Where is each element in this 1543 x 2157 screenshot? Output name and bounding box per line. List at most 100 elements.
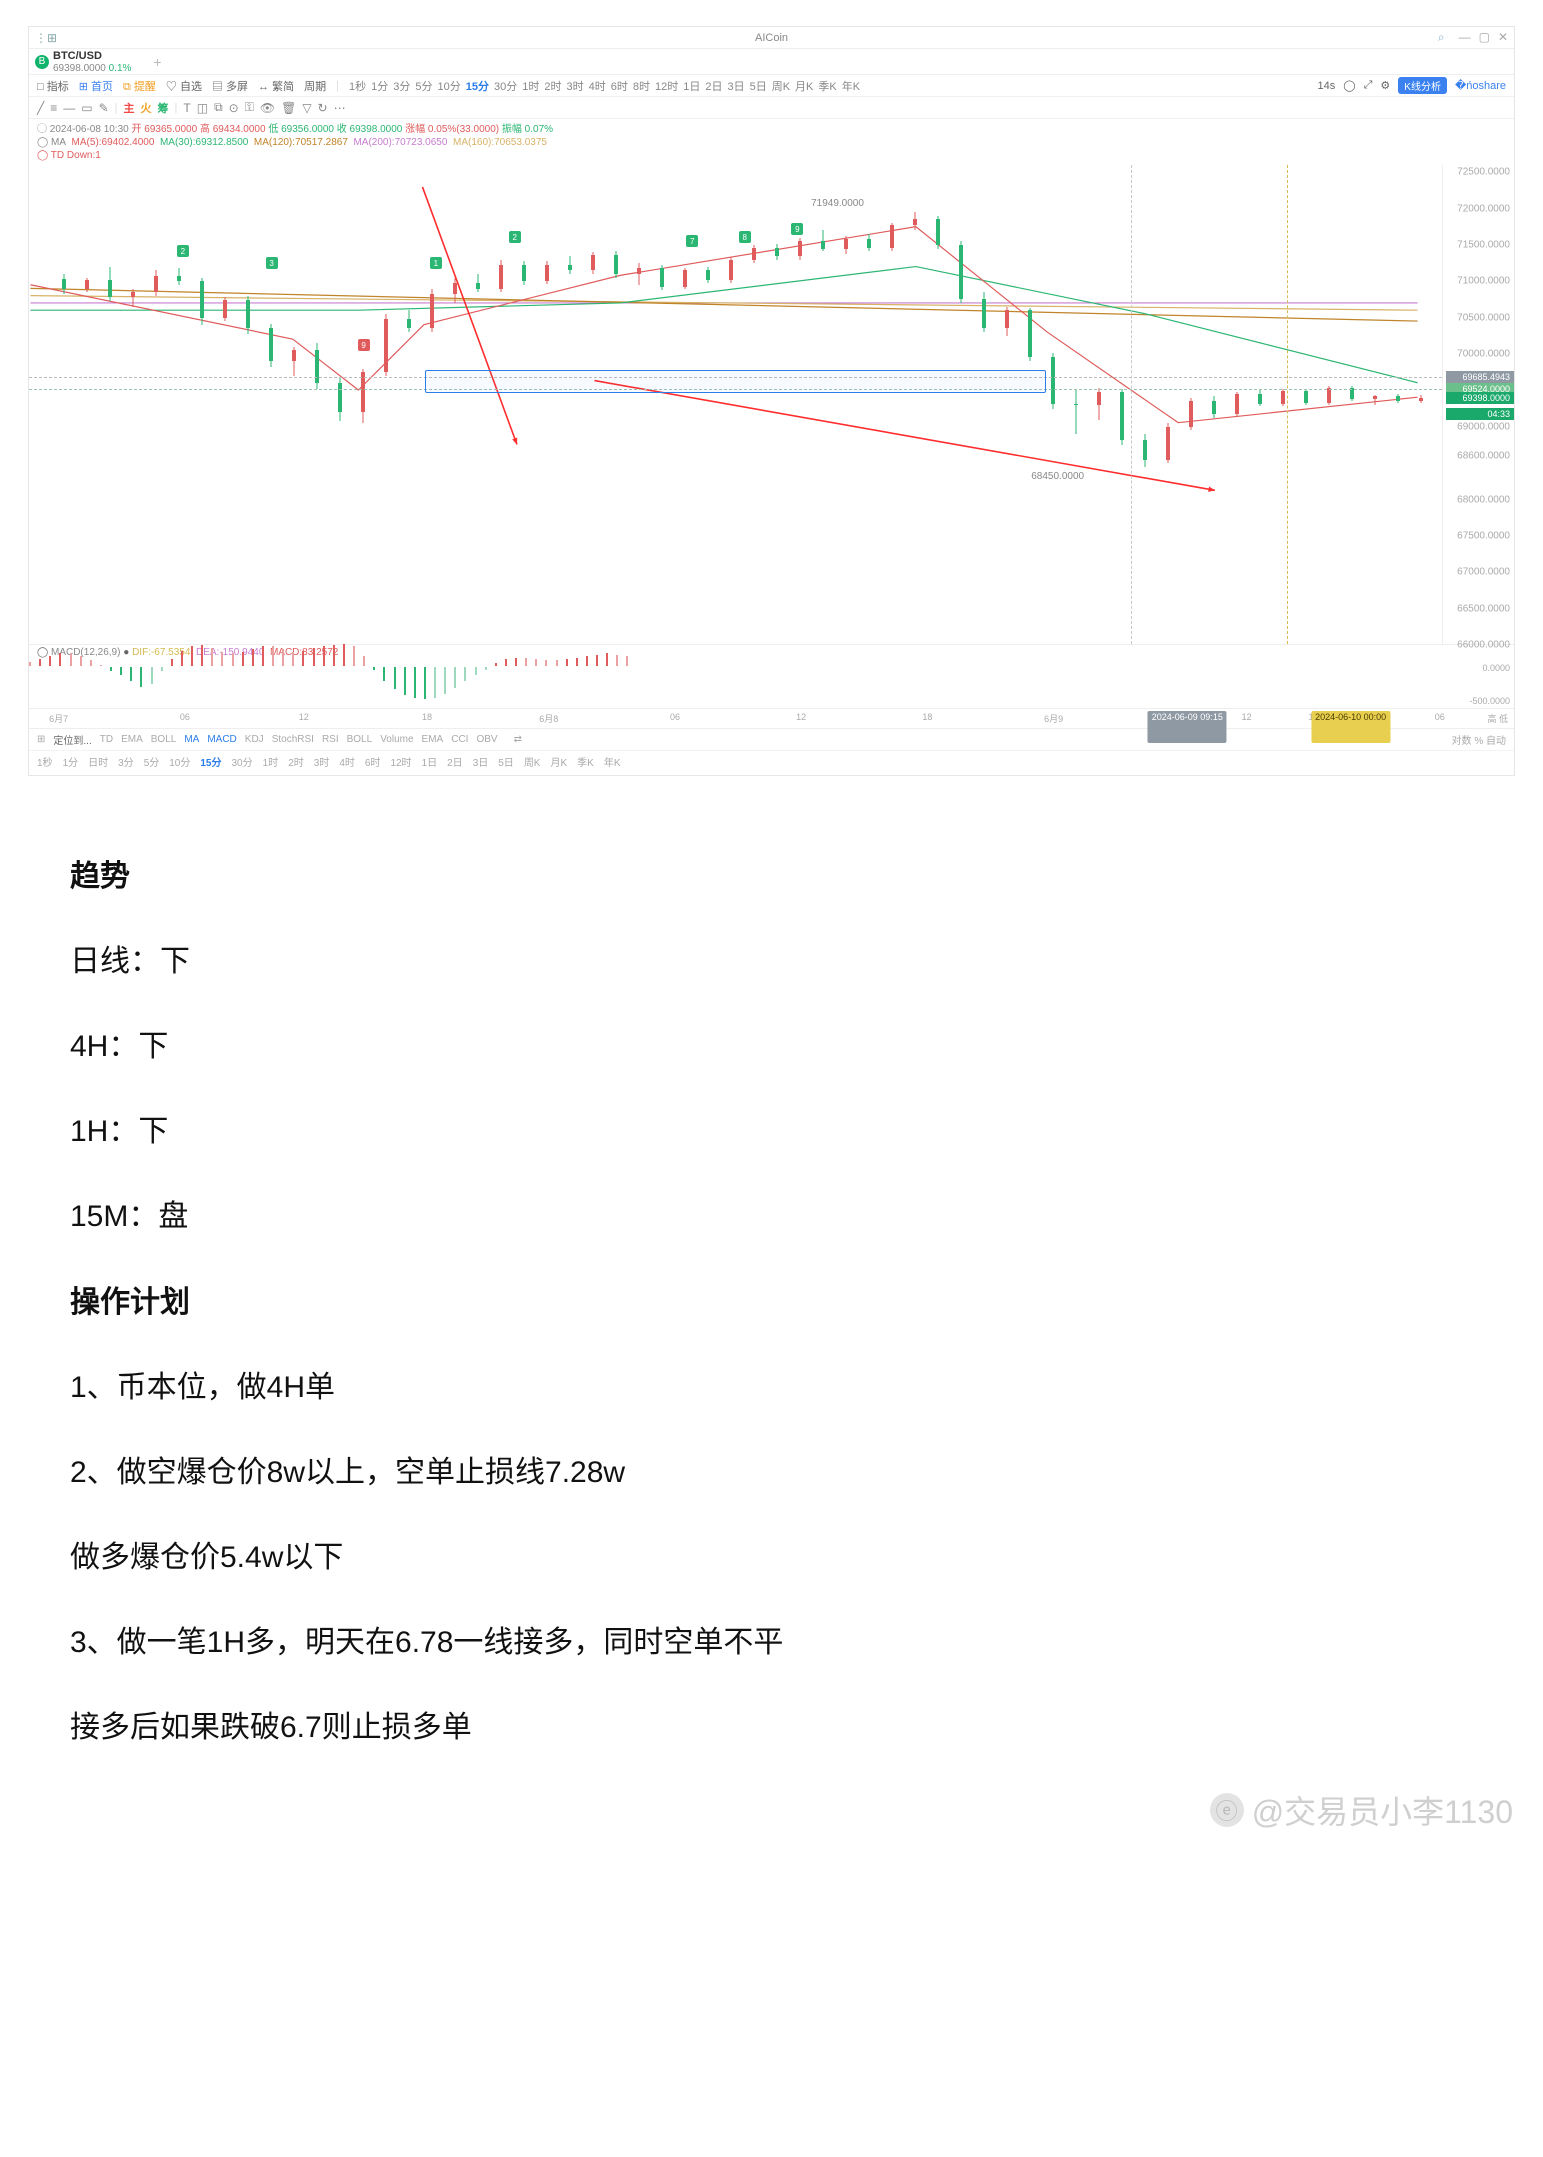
timeframe-option-bottom[interactable]: 季K: [577, 754, 594, 769]
timeframe-option[interactable]: 1时: [522, 81, 539, 93]
timeframe-option[interactable]: 2时: [544, 81, 561, 93]
timeframe-option[interactable]: 季K: [818, 81, 836, 93]
indicator-option[interactable]: OBV: [476, 734, 497, 745]
timeframe-option[interactable]: 年K: [842, 81, 860, 93]
style-fire[interactable]: 火: [141, 100, 152, 116]
tool-eye-icon[interactable]: 👁: [260, 101, 275, 115]
timeframe-option-bottom[interactable]: 周K: [524, 754, 541, 769]
timeframe-option[interactable]: 2日: [705, 81, 722, 93]
indicator-option[interactable]: MACD: [207, 734, 236, 745]
timeframe-option[interactable]: 30分: [494, 81, 517, 93]
tool-fib-icon[interactable]: ⧉: [214, 100, 223, 115]
tb-lang[interactable]: ↔ 繁简: [258, 78, 294, 94]
timeframe-option-bottom[interactable]: 2日: [447, 754, 463, 769]
fullscreen-icon[interactable]: ⤢: [1364, 79, 1373, 92]
tb-period[interactable]: 周期: [304, 78, 326, 94]
timeframe-option[interactable]: 3日: [727, 81, 744, 93]
timeframe-option-bottom[interactable]: 1分: [63, 754, 79, 769]
timeframe-option[interactable]: 12时: [655, 81, 678, 93]
window-max-button[interactable]: ▢: [1479, 30, 1490, 45]
indicator-option[interactable]: TD: [100, 734, 113, 745]
timeframe-option-bottom[interactable]: 10分: [169, 754, 190, 769]
tb-multiscreen[interactable]: ▤ 多屏: [212, 78, 248, 94]
kline-analysis-button[interactable]: K线分析: [1398, 77, 1447, 94]
timeframe-option[interactable]: 8时: [633, 81, 650, 93]
indicator-option[interactable]: EMA: [422, 734, 444, 745]
camera-icon[interactable]: ◯: [1343, 79, 1355, 92]
timeframe-option[interactable]: 5日: [750, 81, 767, 93]
timeframe-option-bottom[interactable]: 4时: [339, 754, 355, 769]
timeframe-option-bottom[interactable]: 3日: [473, 754, 489, 769]
indicator-option[interactable]: EMA: [121, 734, 143, 745]
tool-delete-icon[interactable]: 🗑: [281, 101, 296, 115]
timeframe-option[interactable]: 10分: [437, 81, 460, 93]
timeframe-option-bottom[interactable]: 1日: [422, 754, 438, 769]
tool-filter-icon[interactable]: ▽: [302, 101, 311, 115]
indicator-option[interactable]: CCI: [451, 734, 468, 745]
tb-indicator[interactable]: □ 指标: [37, 78, 69, 94]
share-icon[interactable]: �ńoshare: [1455, 79, 1506, 92]
indicator-more-icon[interactable]: ⇄: [514, 734, 522, 745]
style-main[interactable]: 主: [124, 100, 135, 116]
indicator-option[interactable]: StochRSI: [272, 734, 314, 745]
tool-brush-icon[interactable]: ✎: [99, 101, 109, 115]
tool-trendline-icon[interactable]: —: [63, 101, 75, 115]
tool-ruler-icon[interactable]: ◫: [197, 101, 208, 115]
timeframe-option-bottom[interactable]: 月K: [550, 754, 567, 769]
timeframe-option[interactable]: 4时: [589, 81, 606, 93]
titlebar-search-icon[interactable]: ⌕: [1438, 30, 1445, 45]
indicator-option[interactable]: Volume: [380, 734, 413, 745]
timeframe-option-bottom[interactable]: 3分: [118, 754, 134, 769]
timeframe-option-bottom[interactable]: 30分: [232, 754, 253, 769]
timeframe-option-bottom[interactable]: 2时: [288, 754, 304, 769]
timeframe-option-bottom[interactable]: 5分: [144, 754, 160, 769]
timeframe-option-bottom[interactable]: 15分: [200, 754, 221, 769]
timeframe-option-bottom[interactable]: 日时: [88, 754, 108, 769]
timeframe-option-bottom[interactable]: 年K: [604, 754, 621, 769]
timeframe-option[interactable]: 月K: [795, 81, 813, 93]
timeframe-option[interactable]: 3分: [393, 81, 410, 93]
symbol-tab[interactable]: BTC/USD 69398.0000 0.1%: [53, 50, 145, 74]
timeframe-option[interactable]: 3时: [566, 81, 583, 93]
tool-lock-icon[interactable]: ⚿: [245, 100, 254, 115]
tool-text-icon[interactable]: T: [183, 101, 190, 115]
tb-home[interactable]: ⊞ 首页: [79, 78, 113, 94]
timeframe-option[interactable]: 6时: [611, 81, 628, 93]
locate-label[interactable]: 定位到...: [53, 732, 91, 747]
tool-rect-icon[interactable]: ▭: [81, 101, 92, 115]
tool-more-icon[interactable]: ⋯: [334, 101, 346, 115]
add-tab-button[interactable]: +: [145, 54, 169, 70]
tool-magnet-icon[interactable]: ⊙: [229, 101, 239, 115]
timeframe-option-bottom[interactable]: 1秒: [37, 754, 53, 769]
indicator-suffix[interactable]: 对数 % 自动: [1452, 732, 1506, 747]
timeframe-option[interactable]: 1分: [371, 81, 388, 93]
price-chart[interactable]: 72500.000072000.000071500.000071000.0000…: [29, 165, 1514, 645]
tb-fav[interactable]: ♡ 自选: [166, 78, 202, 94]
drawn-rectangle[interactable]: [425, 370, 1047, 393]
tool-refresh-icon[interactable]: ↻: [318, 101, 328, 115]
indicator-option[interactable]: KDJ: [245, 734, 264, 745]
timeframe-option[interactable]: 15分: [466, 81, 489, 93]
timeframe-option[interactable]: 1日: [683, 81, 700, 93]
timeframe-option-bottom[interactable]: 5日: [498, 754, 514, 769]
window-close-button[interactable]: ✕: [1498, 30, 1508, 45]
tool-line-icon[interactable]: ╱: [37, 101, 44, 115]
timeframe-option-bottom[interactable]: 1时: [263, 754, 279, 769]
timeframe-option-bottom[interactable]: 6时: [365, 754, 381, 769]
tb-alert[interactable]: ⧉ 提醒: [123, 78, 156, 94]
indicator-option[interactable]: MA: [184, 734, 199, 745]
timeframe-option[interactable]: 5分: [415, 81, 432, 93]
app-menu-icon[interactable]: ⋮⊞: [35, 31, 57, 45]
indicator-option[interactable]: BOLL: [347, 734, 373, 745]
locate-icon[interactable]: ⊞: [37, 734, 45, 745]
settings-icon[interactable]: ⚙: [1380, 79, 1390, 92]
timeframe-option-bottom[interactable]: 12时: [390, 754, 411, 769]
timeframe-option[interactable]: 1秒: [349, 81, 366, 93]
tool-hline-icon[interactable]: ≡: [50, 101, 57, 115]
window-min-button[interactable]: —: [1459, 30, 1471, 45]
timeframe-option[interactable]: 周K: [772, 81, 790, 93]
timeframe-option-bottom[interactable]: 3时: [314, 754, 330, 769]
indicator-option[interactable]: RSI: [322, 734, 339, 745]
style-chip[interactable]: 筹: [158, 100, 169, 116]
indicator-option[interactable]: BOLL: [151, 734, 177, 745]
